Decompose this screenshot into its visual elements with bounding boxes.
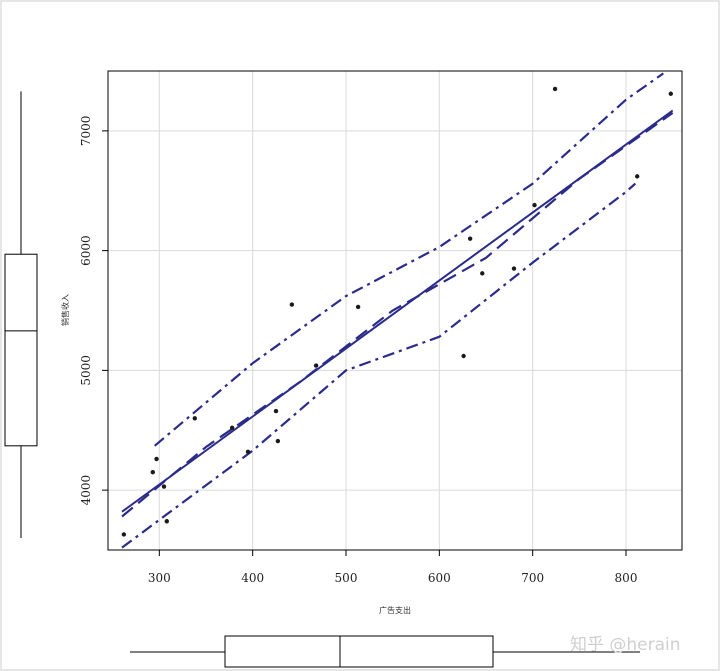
x-axis-ticks: 300 400 500 600 700 800 [148, 550, 638, 585]
x-axis-label: 广告支出 [379, 605, 411, 615]
data-point [480, 271, 485, 276]
data-point [275, 438, 281, 444]
data-point [192, 416, 197, 421]
data-point [121, 532, 127, 537]
y-tick-label: 4000 [79, 475, 93, 506]
data-point [313, 363, 319, 368]
data-point [164, 519, 169, 524]
data-point [245, 449, 251, 455]
y-box [4, 253, 38, 447]
series-line-solid [121, 109, 674, 513]
data-point [161, 484, 167, 489]
x-box [224, 635, 494, 668]
y-tick-label: 5000 [79, 355, 93, 386]
data-point [552, 86, 558, 92]
data-point [511, 266, 517, 271]
data-point [461, 353, 466, 359]
watermark-text: 知乎 @herain [570, 635, 681, 655]
x-tick-label: 400 [241, 571, 264, 585]
series-line-dashdot-lower [121, 182, 637, 549]
data-point [532, 202, 537, 208]
x-tick-label: 600 [428, 571, 451, 585]
series-line-dashdot-upper [153, 72, 664, 447]
data-point [229, 425, 235, 431]
x-tick-label: 800 [615, 571, 638, 585]
x-marginal-boxplot [130, 635, 640, 668]
fit-lines [121, 72, 674, 549]
data-point [154, 456, 159, 462]
data-point [467, 236, 473, 241]
data-point [273, 408, 279, 414]
y-marginal-boxplot [4, 91, 38, 539]
y-axis-ticks: 4000 5000 6000 7000 [79, 116, 108, 506]
y-tick-label: 7000 [79, 116, 93, 147]
data-point [150, 469, 155, 475]
grid [108, 71, 682, 550]
plot-border [107, 70, 683, 551]
data-point [668, 91, 673, 96]
series-line-dashed [121, 112, 674, 518]
y-tick-label: 6000 [79, 235, 93, 266]
data-point [635, 174, 640, 179]
x-tick-label: 500 [335, 571, 358, 585]
data-point [289, 302, 295, 307]
y-axis-label: 销售收入 [60, 294, 70, 326]
x-tick-label: 300 [148, 571, 171, 585]
data-point [355, 304, 361, 310]
data-points [121, 86, 673, 537]
x-tick-label: 700 [521, 571, 544, 585]
